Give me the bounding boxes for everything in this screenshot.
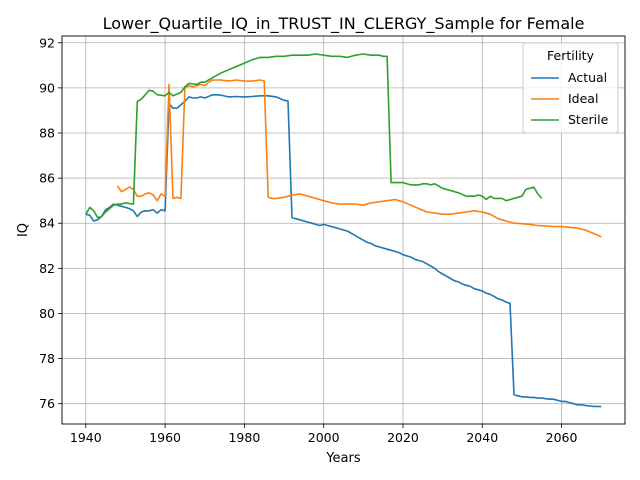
chart-title: Lower_Quartile_IQ_in_TRUST_IN_CLERGY_Sam… — [103, 14, 585, 34]
series-line-sterile — [85, 53, 543, 219]
x-tick-label: 1980 — [228, 430, 260, 445]
x-axis-title: Years — [325, 451, 361, 466]
y-tick-label: 82 — [39, 261, 55, 276]
y-tick-label: 78 — [39, 351, 55, 366]
legend: Fertility Actual Ideal Sterile — [522, 42, 619, 134]
series-line-actual — [85, 93, 602, 408]
legend-label-ideal: Ideal — [568, 91, 598, 106]
legend-box — [522, 42, 619, 134]
legend-label-actual: Actual — [568, 70, 607, 85]
series-lines — [85, 53, 602, 408]
grid-lines — [62, 36, 625, 424]
plot-frame — [61, 35, 626, 425]
y-tick-label: 80 — [39, 306, 55, 321]
y-tick-label: 92 — [39, 35, 55, 50]
series-line-ideal — [116, 79, 602, 238]
y-tick-label: 76 — [39, 396, 55, 411]
y-axis-title: IQ — [16, 223, 31, 237]
x-tick-label: 1960 — [149, 430, 181, 445]
x-tick-label: 2000 — [308, 430, 340, 445]
y-tick-label: 84 — [39, 216, 55, 231]
legend-label-sterile: Sterile — [568, 112, 609, 127]
y-tick-label: 90 — [39, 80, 55, 95]
y-tick-label: 88 — [39, 126, 55, 141]
y-tick-label: 86 — [39, 171, 55, 186]
x-tick-label: 2020 — [387, 430, 419, 445]
x-tick-label: 1940 — [70, 430, 102, 445]
x-tick-label: 2060 — [546, 430, 578, 445]
x-tick-label: 2040 — [466, 430, 498, 445]
axis-ticks: 1940 1960 1980 2000 2020 2040 2060 76 78 80 82 84 86… — [39, 35, 577, 445]
legend-title: Fertility — [547, 48, 595, 63]
